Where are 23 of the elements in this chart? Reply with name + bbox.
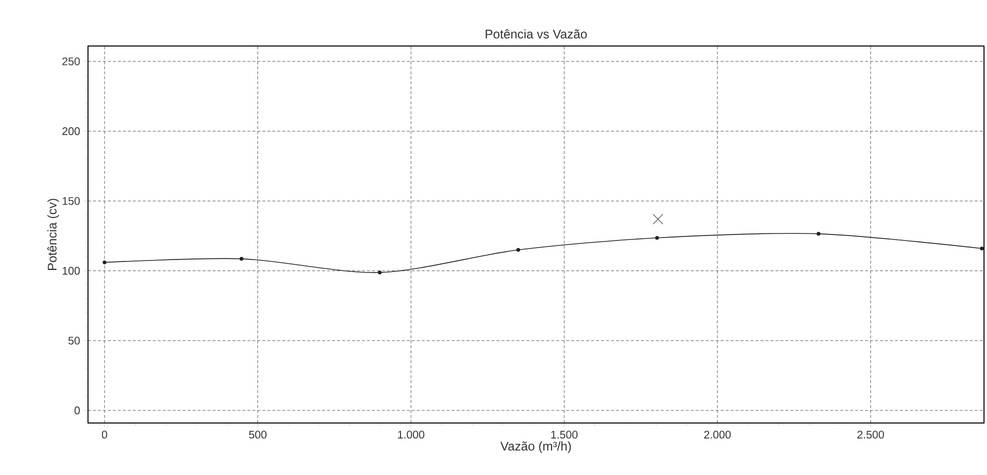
y-tick-label: 200: [62, 127, 80, 136]
point: [240, 256, 244, 261]
x-tick-label: 2.500: [857, 430, 884, 439]
x-tick-label: 1.500: [551, 430, 578, 439]
x-axis-title: Vazão (m³/h): [500, 441, 571, 454]
y-tick-label: 50: [68, 336, 80, 345]
x-tick-label: 0: [102, 430, 108, 439]
point: [980, 246, 984, 250]
y-tick-label: 0: [74, 406, 80, 414]
point: [516, 248, 520, 252]
y-tick-label: 100: [62, 266, 80, 275]
point: [102, 260, 106, 264]
x-tick-label: 2.000: [704, 430, 731, 439]
chart-title: Potência vs Vazão: [486, 29, 587, 39]
point: [378, 270, 382, 274]
point: [652, 214, 664, 224]
point: [655, 236, 659, 240]
point: [816, 232, 820, 236]
x-tick-label: 1.000: [398, 430, 424, 439]
x-tick-label: 500: [249, 430, 267, 439]
y-tick-label: 250: [62, 57, 80, 66]
y-axis-title: Potência (cv): [47, 198, 60, 270]
y-tick-label: 150: [62, 197, 80, 205]
